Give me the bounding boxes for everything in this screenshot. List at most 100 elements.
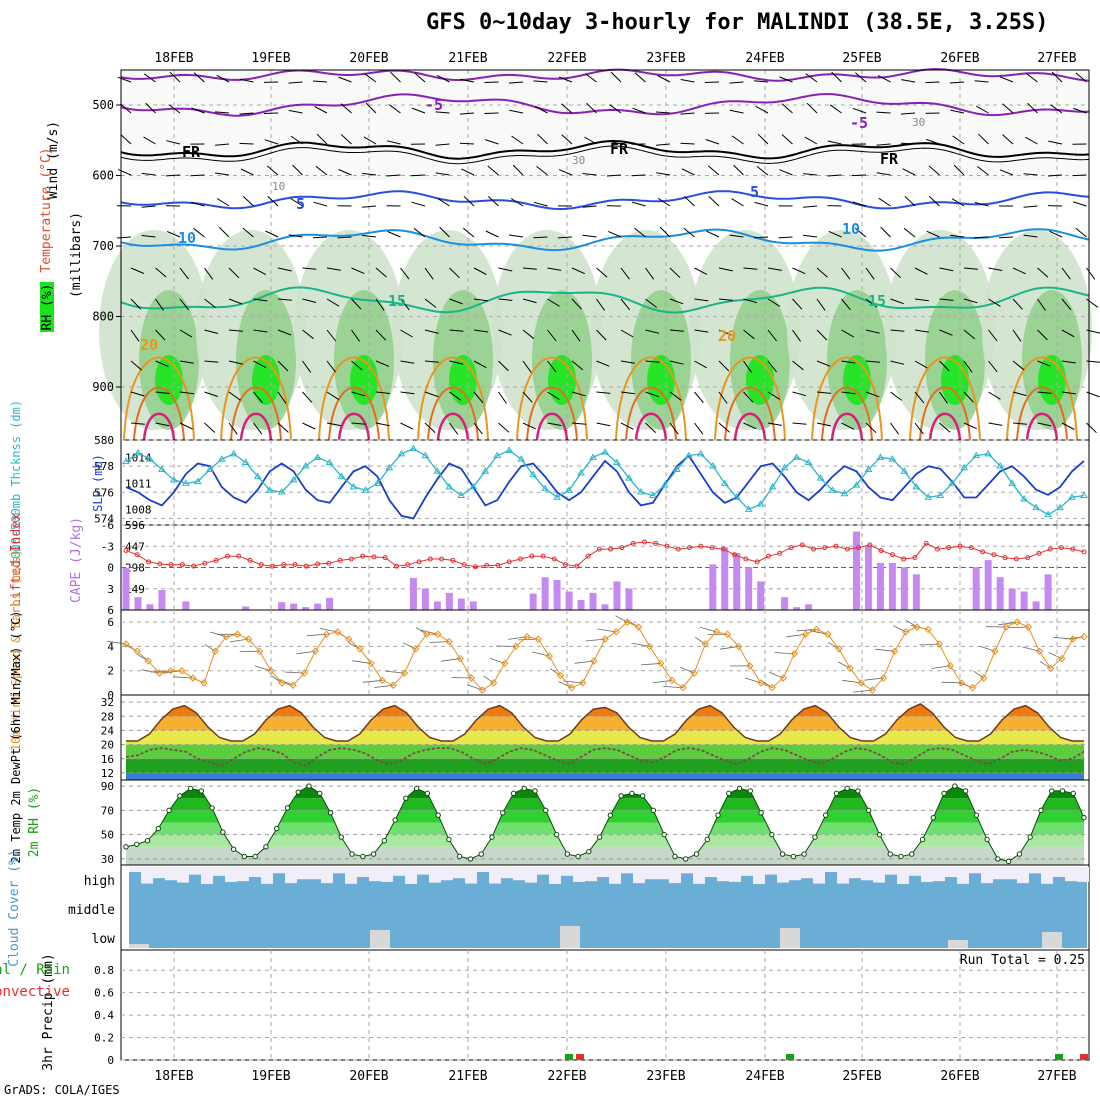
- wind-barb: [375, 298, 385, 311]
- wind-barb: [914, 391, 925, 404]
- rh2m-marker: [747, 788, 754, 794]
- rh2m-marker: [263, 844, 269, 850]
- lifted-index-marker: [1036, 550, 1042, 556]
- rh2m-marker: [683, 856, 689, 862]
- wind-barb: [865, 360, 880, 363]
- wind-barb: [375, 329, 387, 341]
- wind10-marker: [1024, 623, 1033, 631]
- wind-barb: [302, 391, 313, 403]
- wind-barb: [216, 74, 230, 83]
- cloud-high-gap: [729, 867, 741, 882]
- cloud-high-gap: [297, 867, 309, 880]
- wind-barb: [632, 107, 646, 114]
- cape-bar: [1020, 591, 1028, 610]
- rh2m-marker: [866, 807, 872, 814]
- wind-barb: [400, 422, 414, 430]
- cloud-high-gap: [429, 867, 441, 883]
- wind-barb: [312, 80, 328, 83]
- wind-barb: [302, 298, 317, 303]
- contour-20-loop: [220, 356, 292, 441]
- wind-barb: [718, 391, 728, 404]
- cape-bar: [876, 562, 884, 610]
- wind10-marker: [133, 647, 141, 655]
- wind-barb: [302, 267, 317, 270]
- wind-barb: [963, 422, 978, 430]
- wind-barb: [903, 227, 916, 238]
- precip-tick-label: 0.2: [94, 1032, 114, 1045]
- lifted-index-marker: [157, 561, 163, 567]
- cloud-high-gap: [1005, 867, 1017, 880]
- thickness-tick-label: 578: [94, 460, 114, 473]
- wind10-marker: [779, 674, 787, 682]
- wind-barb: [436, 74, 450, 83]
- wind-barb: [816, 391, 831, 394]
- wind10-marker: [345, 635, 353, 643]
- wind-barb: [326, 329, 337, 342]
- wind-barb: [547, 391, 560, 400]
- wind-barb: [755, 105, 769, 114]
- slp-marker: [972, 451, 981, 459]
- precip-frame: [120, 949, 1090, 1061]
- date-label-top: 25FEB: [842, 51, 881, 66]
- rh2m-marker: [1005, 858, 1012, 865]
- rh2m-marker: [317, 790, 323, 797]
- slp-marker: [481, 467, 490, 474]
- slp-marker: [565, 486, 573, 493]
- wind-barb: [265, 230, 279, 238]
- wind-barb: [130, 422, 145, 425]
- wind-barb: [950, 234, 965, 238]
- temp-tick-label: 12: [101, 767, 114, 780]
- slp-marker: [948, 479, 957, 486]
- cloud-high-gap: [417, 867, 429, 875]
- slp-marker: [625, 474, 633, 481]
- lifted-index-marker: [777, 550, 783, 556]
- rh2m-marker: [306, 783, 312, 789]
- wind-barb: [669, 422, 679, 435]
- contour-30-loop: [239, 412, 273, 441]
- wind-barb: [277, 422, 289, 433]
- cape-bar: [242, 606, 250, 610]
- cloud-high-gap: [765, 867, 777, 875]
- wind-barb: [988, 298, 1001, 307]
- wind-barb: [1073, 107, 1087, 114]
- wind-barb: [351, 329, 361, 342]
- wind10-marker: [233, 630, 242, 638]
- cloud-high-gap: [129, 867, 141, 872]
- contour-30-loop: [634, 412, 668, 441]
- date-label-bottom: 27FEB: [1037, 1069, 1076, 1084]
- contour-label: 15: [388, 292, 406, 310]
- wind-barb: [753, 236, 769, 239]
- lifted-index-marker: [856, 545, 862, 551]
- lifted-index-marker: [641, 539, 647, 545]
- wind-barb: [694, 329, 709, 333]
- wind-barb: [130, 267, 145, 274]
- precip-legend-total: tal / Rain: [0, 962, 70, 978]
- contour-30-loop: [830, 412, 864, 441]
- wind-barb: [337, 236, 352, 239]
- rh2m-marker: [962, 788, 969, 794]
- wind-barb: [116, 236, 132, 239]
- wind-barb: [1061, 391, 1076, 395]
- lifted-index-marker: [1070, 546, 1076, 552]
- wind-barb: [414, 72, 426, 83]
- slp-marker: [696, 449, 705, 457]
- cape-bar: [996, 577, 1004, 610]
- wind-barb: [522, 329, 535, 340]
- cape-bar: [182, 601, 190, 610]
- contour-5: [120, 190, 1090, 211]
- lifted-index-marker: [1002, 555, 1008, 561]
- wind-barb: [694, 267, 708, 275]
- lifted-index-marker: [247, 557, 253, 563]
- rh2m-marker: [887, 851, 893, 857]
- rh-upper-wash: [121, 70, 1089, 180]
- wind10-marker: [601, 635, 609, 643]
- wind-barb: [166, 140, 181, 145]
- wind-barb: [1061, 267, 1071, 280]
- wind10-marker: [512, 642, 520, 651]
- wind-barb: [473, 267, 487, 275]
- cape-bar: [433, 601, 441, 610]
- wind-barb: [536, 166, 548, 176]
- temp2m-line: [126, 703, 1084, 742]
- wind-barb: [963, 267, 978, 270]
- lifted-index-marker: [878, 548, 884, 553]
